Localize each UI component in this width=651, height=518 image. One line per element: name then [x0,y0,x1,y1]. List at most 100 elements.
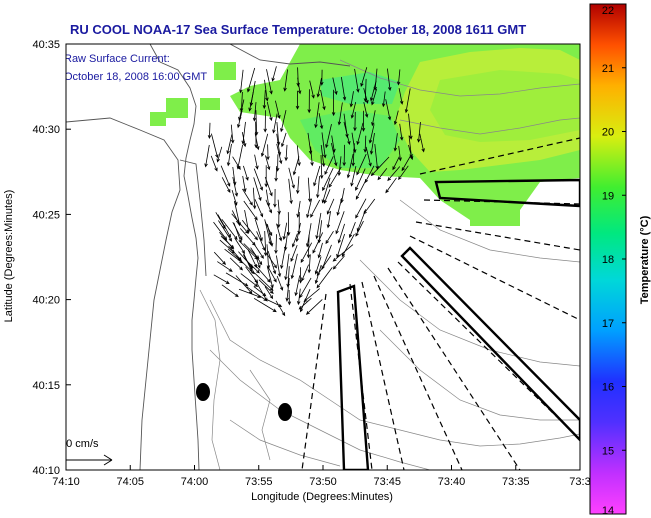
current-arrow [250,247,263,266]
current-arrow [253,177,262,202]
current-arrow [306,198,313,219]
plot-area: Raw Surface Current: October 18, 2008 16… [60,44,580,470]
current-arrow [262,90,267,110]
current-arrow [313,165,321,187]
current-arrow [248,91,254,112]
current-arrow [392,156,400,171]
y-tick-label: 40:25 [32,209,60,221]
current-arrow [294,275,301,297]
colorbar [589,3,627,515]
current-arrow [258,279,274,295]
current-arrow [225,272,249,287]
y-tick-label: 40:35 [32,39,60,51]
current-arrow [213,221,228,241]
current-arrow [221,219,238,241]
current-arrow [266,144,270,161]
current-arrow [351,143,355,167]
coastline [66,44,351,470]
current-arrow [355,168,366,191]
current-arrow [252,187,257,210]
current-arrow [355,198,367,219]
x-tick-label: 73:35 [502,476,530,488]
x-tick-label: 74:00 [181,476,209,488]
current-arrow [310,199,321,218]
current-arrow [267,266,274,289]
current-arrow [316,255,332,276]
scale-arrow [66,454,113,466]
current-arrow [276,212,281,229]
current-arrow [316,77,322,98]
current-arrow [260,133,269,157]
current-arrow [356,122,364,146]
current-arrow [241,220,258,241]
current-arrow [252,102,257,122]
current-arrow [254,264,271,283]
current-arrow [353,111,357,132]
current-arrow [318,113,324,130]
current-arrow [307,177,312,203]
current-arrow [319,154,324,180]
current-arrow [276,255,282,278]
current-arrow [263,110,267,133]
current-arrow [349,91,354,108]
colorbar-tick-label: 14 [602,505,614,517]
chart-title: RU COOL NOAA-17 Sea Surface Temperature:… [70,22,526,37]
x-tick-label: 73:55 [245,476,273,488]
current-arrow [331,89,336,117]
current-arrow [240,273,259,287]
current-arrow [307,89,311,114]
current-arrow [312,232,324,254]
current-arrow [226,143,232,167]
current-arrow [365,146,372,167]
current-arrow [419,133,425,153]
current-arrow [381,91,386,108]
current-arrow [328,166,342,188]
current-arrow [350,166,357,187]
current-arrow [336,233,345,258]
current-arrow [320,69,324,86]
current-arrow [237,110,243,129]
colorbar-label: Temperature (°C) [639,215,651,304]
scale-label: 50 cm/s [60,438,99,450]
current-arrow [314,102,320,129]
station-marker-1 [196,383,210,401]
current-arrow [286,266,290,288]
polygon-south-lane [336,284,370,470]
current-arrow [287,289,292,306]
current-arrow [299,277,312,299]
current-arrow [325,124,332,149]
current-arrow [348,221,356,239]
current-arrow [346,154,354,179]
x-tick-label: 73:45 [373,476,401,488]
colorbar-ticks: 14 15 16 17 18 19 20 21 22 [602,3,626,517]
current-arrow [211,133,219,159]
current-arrow [332,77,338,96]
current-arrow [322,167,334,192]
current-arrow [288,167,295,189]
current-arrow [396,69,401,86]
colorbar-tick-label: 15 [602,445,614,457]
current-arrow [355,179,367,200]
current-arrow [275,100,281,119]
station-marker-2 [278,403,292,421]
current-arrow [264,79,269,102]
colorbar-tick-label: 18 [602,254,614,266]
current-arrow [398,165,409,181]
current-arrow [247,248,257,269]
current-arrow [243,165,249,181]
current-arrow [274,234,278,255]
current-arrow [343,121,351,145]
current-arrow [324,156,334,176]
current-arrow [326,210,331,229]
current-arrow [277,199,281,215]
current-arrow [323,189,331,204]
polygon-southeast-lane [400,246,580,442]
current-arrow [341,233,355,258]
current-arrow [385,99,392,121]
current-arrow [253,272,274,291]
current-arrow [267,266,277,283]
current-arrow [387,166,401,182]
current-arrow [265,155,271,171]
current-arrow [321,244,332,270]
current-arrow [408,144,414,161]
